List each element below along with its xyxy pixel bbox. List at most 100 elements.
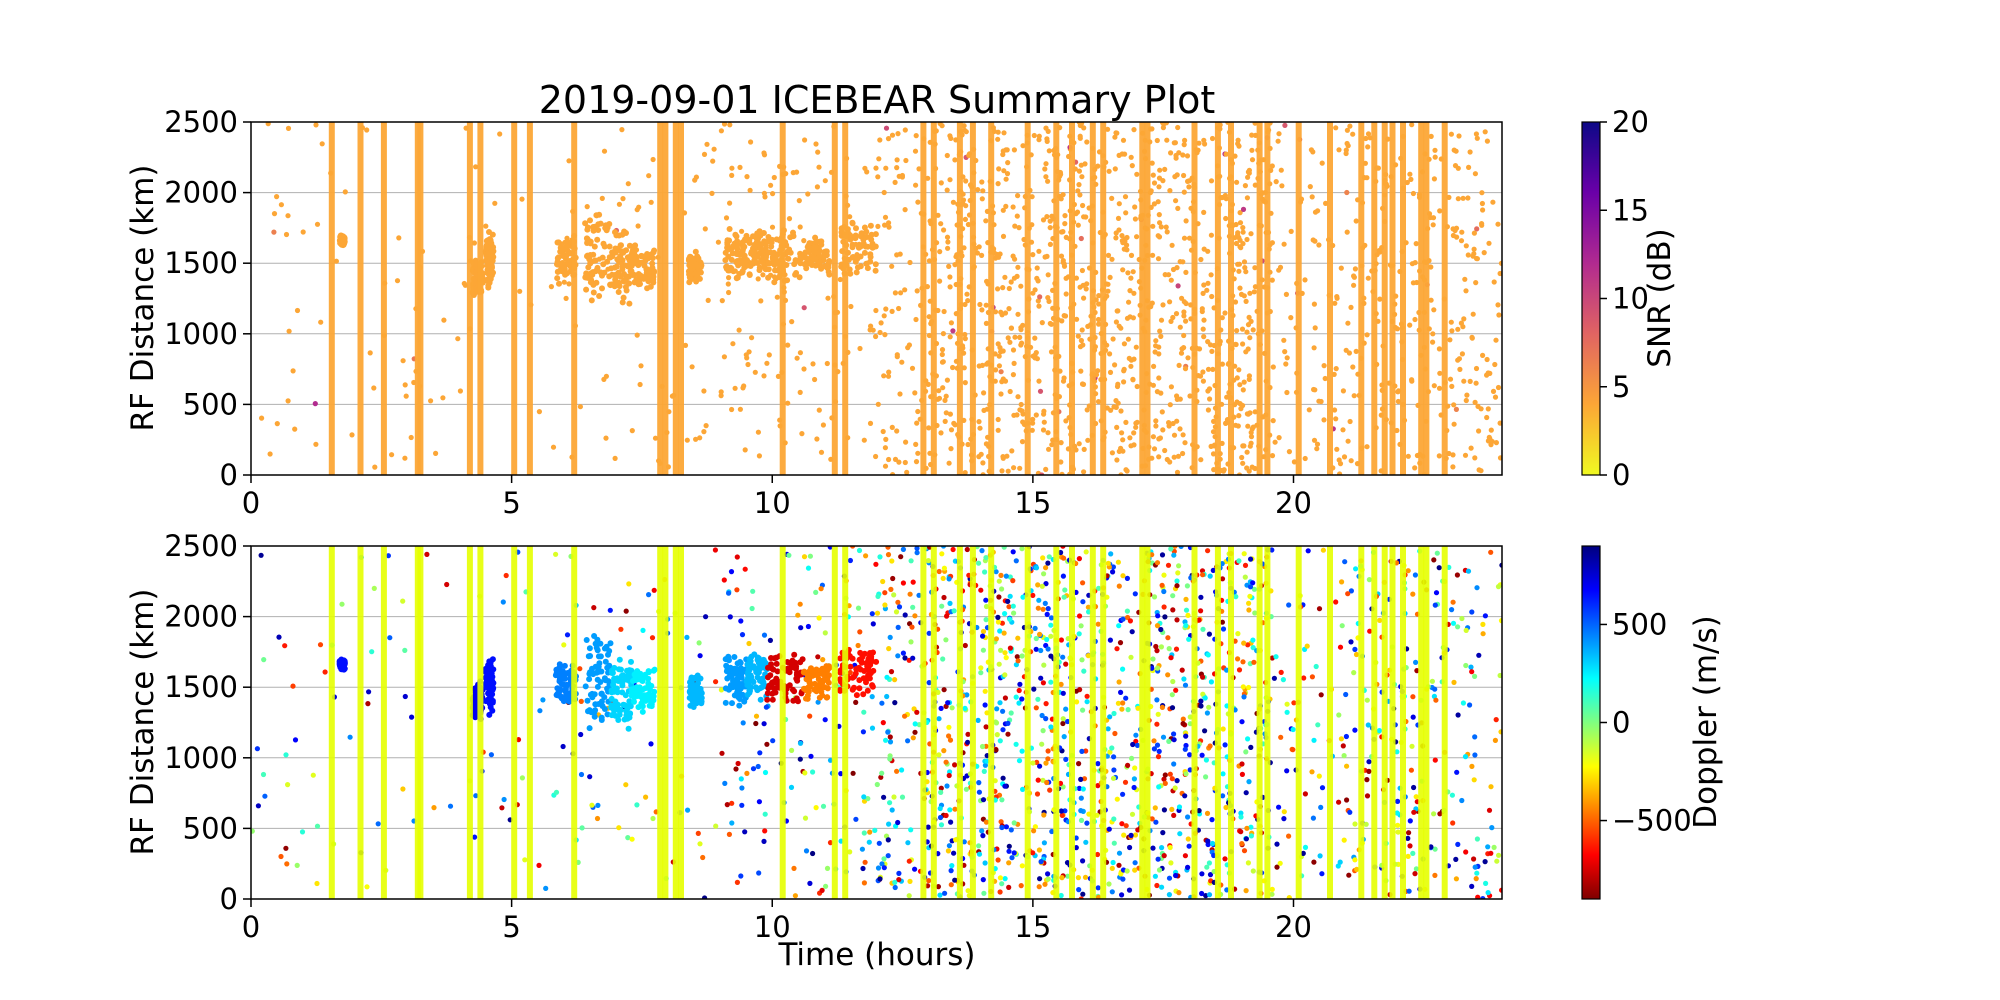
streak bbox=[1228, 122, 1234, 475]
scatter-point bbox=[1110, 564, 1116, 570]
scatter-point bbox=[982, 702, 988, 708]
scatter-point bbox=[1044, 611, 1050, 618]
scatter-point bbox=[1269, 453, 1276, 459]
scatter-point bbox=[1200, 674, 1206, 680]
scatter-point bbox=[1082, 161, 1088, 167]
streak bbox=[357, 122, 364, 475]
scatter-point bbox=[1186, 843, 1192, 849]
scatter-point bbox=[1014, 654, 1020, 660]
scatter-point bbox=[939, 359, 946, 365]
scatter-point bbox=[1464, 392, 1470, 398]
scatter-point bbox=[870, 621, 876, 627]
scatter-point bbox=[902, 655, 908, 661]
scatter-point bbox=[1080, 580, 1086, 586]
scatter-point bbox=[1126, 887, 1133, 893]
scatter-point bbox=[813, 589, 819, 596]
scatter-point bbox=[1041, 662, 1047, 668]
scatter-point bbox=[1119, 430, 1125, 436]
scatter-point bbox=[797, 389, 803, 395]
scatter-point bbox=[1007, 593, 1013, 599]
scatter-point bbox=[1122, 194, 1129, 200]
scatter-point bbox=[912, 866, 918, 872]
scatter-point bbox=[949, 863, 955, 869]
scatter-point bbox=[1196, 346, 1203, 352]
scatter-point bbox=[742, 829, 748, 835]
scatter-point bbox=[885, 546, 891, 550]
scatter-point bbox=[1207, 396, 1213, 402]
scatter-point bbox=[764, 360, 770, 366]
scatter-point bbox=[1180, 432, 1186, 438]
scatter-point bbox=[1078, 795, 1084, 801]
echo-point bbox=[773, 275, 779, 282]
scatter-point bbox=[1011, 820, 1017, 826]
scatter-point bbox=[1463, 397, 1469, 404]
scatter-point bbox=[1223, 151, 1229, 157]
scatter-point bbox=[1084, 139, 1090, 145]
scatter-point bbox=[1311, 301, 1317, 307]
streak bbox=[1295, 122, 1302, 475]
scatter-point bbox=[1047, 241, 1053, 247]
echo-point bbox=[626, 300, 633, 307]
scatter-point bbox=[1282, 122, 1288, 128]
scatter-point bbox=[1159, 552, 1166, 558]
scatter-point bbox=[1474, 836, 1480, 842]
scatter-point bbox=[1353, 348, 1359, 354]
scatter-point bbox=[749, 605, 755, 612]
scatter-point bbox=[715, 239, 722, 245]
scatter-point bbox=[1495, 384, 1502, 391]
scatter-point bbox=[389, 452, 395, 458]
scatter-point bbox=[1011, 147, 1018, 153]
echo-point bbox=[686, 279, 693, 286]
echo-point bbox=[628, 251, 635, 258]
scatter-point bbox=[756, 870, 762, 876]
scatter-point bbox=[1236, 367, 1242, 373]
scatter-point bbox=[1272, 439, 1278, 445]
echo-point bbox=[732, 231, 739, 238]
scatter-point bbox=[1316, 242, 1322, 248]
scatter-point bbox=[1107, 369, 1114, 375]
scatter-point bbox=[1168, 860, 1174, 866]
scatter-point bbox=[1008, 710, 1014, 716]
scatter-point bbox=[1076, 556, 1082, 562]
scatter-point bbox=[979, 548, 985, 554]
scatter-point bbox=[944, 613, 950, 619]
scatter-point bbox=[1209, 348, 1215, 354]
scatter-point bbox=[822, 717, 828, 723]
scatter-point bbox=[738, 776, 744, 782]
scatter-point bbox=[553, 789, 560, 795]
scatter-point bbox=[1045, 272, 1051, 278]
scatter-point bbox=[884, 693, 890, 700]
scatter-point bbox=[483, 223, 489, 229]
scatter-point bbox=[1122, 779, 1129, 785]
echo-point bbox=[609, 281, 616, 288]
scatter-point bbox=[1474, 870, 1480, 876]
scatter-point bbox=[271, 211, 278, 217]
scatter-point bbox=[1469, 609, 1475, 615]
scatter-point bbox=[1080, 202, 1086, 209]
scatter-point bbox=[1412, 572, 1418, 578]
scatter-point bbox=[1321, 363, 1327, 369]
scatter-point bbox=[1149, 816, 1155, 822]
scatter-point bbox=[1039, 320, 1045, 326]
scatter-point bbox=[993, 569, 999, 575]
scatter-point bbox=[1078, 817, 1085, 824]
scatter-point bbox=[900, 650, 907, 656]
scatter-point bbox=[1060, 258, 1066, 264]
scatter-point bbox=[1302, 844, 1309, 851]
scatter-point bbox=[848, 303, 854, 310]
scatter-point bbox=[1251, 586, 1257, 592]
echo-point bbox=[687, 267, 694, 274]
scatter-point bbox=[1235, 631, 1241, 637]
scatter-point bbox=[1455, 196, 1461, 202]
scatter-point bbox=[1174, 583, 1180, 589]
streak bbox=[1053, 122, 1060, 475]
scatter-point bbox=[1201, 334, 1207, 340]
scatter-point bbox=[729, 172, 735, 178]
scatter-point bbox=[950, 364, 956, 371]
scatter-point bbox=[1240, 225, 1246, 231]
scatter-point bbox=[734, 879, 741, 886]
scatter-point bbox=[1436, 565, 1442, 571]
scatter-point bbox=[1410, 591, 1416, 597]
scatter-point bbox=[723, 215, 730, 221]
scatter-point bbox=[1133, 344, 1139, 350]
